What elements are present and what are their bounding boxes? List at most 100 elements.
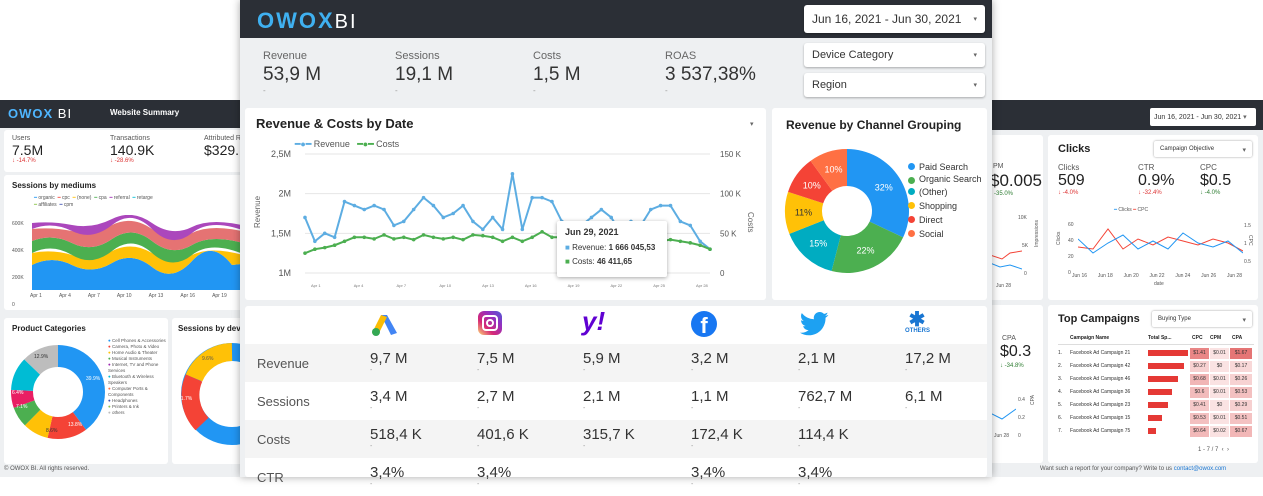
pie-data-label: 15%: [809, 239, 827, 249]
pie-slice-3: [785, 191, 824, 234]
data-point: [401, 235, 406, 240]
data-point: [352, 235, 357, 240]
data-point: [322, 231, 327, 236]
cell: 3,4% -: [691, 464, 726, 488]
data-point: [510, 172, 515, 176]
data-point: [451, 211, 455, 216]
buying-type-select[interactable]: Buying Type ▾: [1152, 311, 1252, 327]
data-point: [382, 233, 386, 237]
x-tick-label: Apr 19: [568, 283, 581, 288]
y-tick-label: 2M: [278, 189, 291, 199]
campaign-table-body: 1. Facebook Ad Campaign 21 $1.41 $0.01 $1.67…: [1058, 347, 1254, 438]
right-date-selector[interactable]: Jun 16, 2021 - Jun 30, 2021 ▾: [1150, 108, 1256, 126]
data-point: [481, 233, 485, 238]
line-chart-title: Revenue & Costs by Date: [256, 116, 414, 131]
cell: 6,1 M-: [905, 388, 943, 412]
row-label: Revenue: [257, 356, 310, 371]
product-donut: [11, 345, 105, 439]
cell: 762,7 M-: [798, 388, 853, 412]
data-point: [392, 223, 396, 228]
x-tick-label: Apr 22: [610, 283, 623, 288]
data-point: [372, 237, 376, 241]
left-logo: OWOX BI: [8, 106, 73, 121]
data-point: [421, 233, 426, 237]
spend-bar: [1148, 415, 1162, 421]
campaign-row[interactable]: 1. Facebook Ad Campaign 21 $1.41 $0.01 $1.67: [1058, 347, 1254, 360]
data-point: [648, 207, 653, 212]
data-point: [362, 235, 367, 240]
x-tick-label: Apr 7: [397, 283, 407, 288]
campaign-row[interactable]: 7. Facebook Ad Campaign 75 $0.64 $0.02 $0.67: [1058, 425, 1254, 438]
clicks-card: Clicks Campaign Objective ▾ Clicks 509 ↓ -4…: [1048, 135, 1258, 300]
data-point: [530, 195, 534, 200]
product-legend: ● Cell Phones & Accessories ● Camera, Ph…: [108, 338, 166, 415]
kpi-roas: ROAS 3 537,38% -: [665, 50, 756, 95]
data-point: [332, 243, 337, 248]
cell: 315,7 K-: [583, 426, 635, 450]
data-point: [520, 227, 525, 232]
channel-table-row: Sessions 3,4 M - 2,7 M - 2,1 M - 1,1 M - 762,7 M-…: [245, 382, 987, 420]
device-category-filter[interactable]: Device Category ▾: [804, 43, 985, 67]
data-point: [421, 195, 426, 200]
x-tick-label: Apr 13: [482, 283, 495, 288]
region-filter[interactable]: Region ▾: [804, 73, 985, 97]
mediums-legend: ━ organic ━ cpc ━ (none) ━ cpa ━ referra…: [34, 195, 153, 208]
impressions-mini-chart: [990, 250, 1022, 270]
pie-slice-0: [847, 149, 909, 238]
campaign-objective-select[interactable]: Campaign Objective ▾: [1154, 141, 1252, 157]
y2-tick-label: 50 K: [720, 229, 737, 238]
campaign-row[interactable]: 4. Facebook Ad Campaign 36 $0.6 $0.01 $0.53: [1058, 386, 1254, 399]
row-label: Sessions: [257, 394, 310, 409]
x-tick-label: Apr 10: [439, 283, 452, 288]
spend-bar: [1148, 376, 1178, 382]
chart-tooltip: Jun 29, 2021 ■ Revenue: 1 666 045,53 ■ C…: [557, 221, 667, 277]
cell: 3,4% -: [477, 464, 512, 488]
date-range-selector[interactable]: Jun 16, 2021 - Jun 30, 2021 ▾: [804, 5, 985, 33]
cell: 3,4% -: [798, 464, 833, 488]
spend-bar: [1148, 428, 1156, 434]
data-point: [668, 237, 673, 242]
campaign-row[interactable]: 6. Facebook Ad Campaign 15 $0.53 $0.01 $0.51: [1058, 412, 1254, 425]
data-point: [530, 235, 534, 240]
data-point: [303, 251, 307, 255]
channel-table-row: Costs 518,4 K - 401,6 K - 315,7 K - 172,4 K - 114…: [245, 420, 987, 458]
channel-table-row: CTR 3,4% - 3,4% - 3,4% - 3,4% -: [245, 458, 987, 496]
line-chart-menu[interactable]: ▾: [750, 121, 754, 128]
data-point: [322, 245, 327, 250]
data-point: [362, 207, 367, 212]
data-point: [441, 237, 446, 241]
cell: 17,2 M-: [905, 350, 951, 374]
line-chart-legend: ━●━ Revenue ━●━ Costs: [295, 139, 400, 149]
contact-link[interactable]: contact@owox.com: [1173, 466, 1227, 472]
data-point: [490, 215, 495, 220]
data-point: [550, 199, 554, 204]
data-point: [609, 215, 614, 220]
pie-slice-2: [789, 220, 841, 272]
data-point: [372, 203, 376, 208]
pie-data-label: 32%: [875, 183, 893, 193]
cell: 114,4 K-: [798, 426, 849, 450]
data-point: [550, 235, 554, 240]
data-point: [352, 203, 357, 208]
data-point: [332, 235, 337, 240]
left-title: Website Summary: [110, 108, 180, 117]
main-logo: OWOXBI: [257, 8, 358, 33]
campaign-row[interactable]: 2. Facebook Ad Campaign 42 $0.27 $0 $0.17: [1058, 360, 1254, 373]
campaign-row[interactable]: 5. Facebook Ad Campaign 23 $0.41 $0 $0.29: [1058, 399, 1254, 412]
sessions-by-device-card: Sessions by dev 9.6% 21.7%: [172, 318, 250, 464]
pager[interactable]: 1 - 7 / 7 ‹ ›: [1198, 447, 1230, 453]
row-label: Costs: [257, 432, 291, 447]
campaign-row[interactable]: 3. Facebook Ad Campaign 46 $0.68 $0.01 $0.26: [1058, 373, 1254, 386]
data-point: [461, 237, 465, 242]
pie-data-label: 10%: [825, 165, 843, 175]
data-point: [471, 219, 475, 224]
data-point: [599, 207, 604, 212]
data-point: [510, 235, 515, 240]
cell: 172,4 K-: [691, 426, 743, 450]
cell: 3,2 M-: [691, 350, 729, 374]
data-point: [490, 235, 495, 240]
y-tick-label: 1M: [278, 268, 291, 278]
kpi-costs: Costs 1,5 M-: [533, 50, 581, 95]
right-impressions-card: PM $0.005 -35.0% 10K 5K 0 Impressions Ju…: [990, 135, 1043, 300]
data-point: [698, 239, 702, 244]
